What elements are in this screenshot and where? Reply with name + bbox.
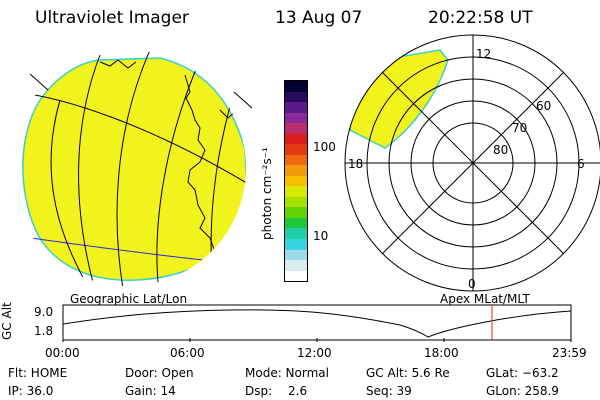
color-bar-segment — [285, 81, 307, 92]
mlat-label-80: 80 — [493, 143, 508, 157]
color-bar-segment — [285, 228, 307, 239]
altitude-ytick-max: 9.0 — [34, 305, 54, 319]
left-map-label: Geographic Lat/Lon — [70, 292, 188, 306]
color-bar-segment — [285, 91, 307, 103]
xtick-0600: 06:00 — [170, 346, 205, 360]
colorbar-tick-10: 10 — [313, 229, 329, 243]
color-bar-segment — [285, 102, 307, 113]
altitude-xticks — [62, 338, 572, 342]
polar-grid — [344, 34, 600, 292]
status-glon: GLon: 258.9 — [486, 384, 559, 398]
status-seq: Seq: 39 — [366, 384, 412, 398]
status-dsp-value: 2.6 — [288, 384, 308, 398]
altitude-curve — [62, 309, 572, 338]
right-map-label: Apex MLat/MLT — [440, 292, 530, 306]
mlt-label-12: 12 — [476, 47, 491, 61]
xtick-2359: 23:59 — [552, 346, 587, 360]
color-bar-segment — [285, 207, 307, 218]
color-bar-segment — [285, 154, 307, 166]
color-bar-segment — [285, 196, 307, 208]
altitude-ytick-min: 1.8 — [34, 324, 54, 338]
color-bar-segment — [285, 186, 307, 197]
status-flt: Flt: HOME — [8, 366, 68, 380]
xtick-1200: 12:00 — [297, 346, 332, 360]
color-bar-segment — [285, 144, 307, 155]
color-bar — [284, 80, 308, 282]
status-mode: Mode: Normal — [245, 366, 329, 380]
time-label: 20:22:58 UT — [428, 8, 533, 28]
color-bar-segment — [285, 260, 307, 271]
mlt-label-0: 0 — [468, 277, 476, 291]
color-bar-segment — [285, 133, 307, 145]
status-door: Door: Open — [125, 366, 194, 380]
status-dsp-label: Dsp: — [245, 384, 273, 398]
auroral-image-fill — [22, 57, 246, 281]
color-bar-segment — [285, 249, 307, 261]
color-bar-segment — [285, 217, 307, 229]
instrument-title: Ultraviolet Imager — [35, 8, 189, 28]
mlat-label-70: 70 — [512, 121, 527, 135]
mlt-label-18: 18 — [348, 157, 363, 171]
color-bar-segment — [285, 270, 307, 282]
mlt-label-6: 6 — [577, 157, 585, 171]
mlat-label-60: 60 — [536, 99, 551, 113]
xtick-0000: 00:00 — [45, 346, 80, 360]
status-gain: Gain: 14 — [125, 384, 176, 398]
color-bar-gradient — [285, 81, 307, 282]
status-gc-alt: GC Alt: 5.6 Re — [366, 366, 450, 380]
color-bar-segment — [285, 112, 307, 124]
color-bar-segment — [285, 123, 307, 134]
color-bar-segment — [285, 175, 307, 187]
status-ip: IP: 36.0 — [8, 384, 54, 398]
date-label: 13 Aug 07 — [275, 8, 363, 28]
color-bar-segment — [285, 165, 307, 176]
color-bar-segment — [285, 238, 307, 250]
xtick-1800: 18:00 — [424, 346, 459, 360]
colorbar-tick-100: 100 — [313, 140, 336, 154]
status-glat: GLat: −63.2 — [486, 366, 559, 380]
